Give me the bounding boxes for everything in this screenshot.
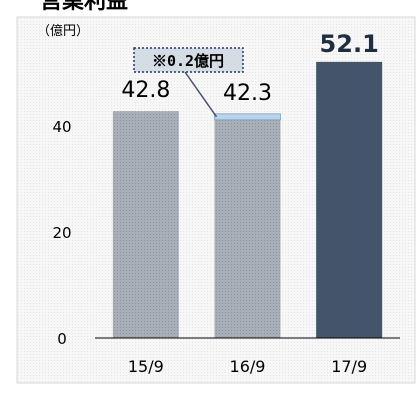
data-label: 42.3: [223, 81, 272, 106]
bar-15-9: [112, 111, 179, 338]
y-unit-label: （億円）: [37, 23, 89, 39]
y-tick-label: 0: [57, 330, 67, 348]
annotation-callout-text: ※0.2億円: [152, 52, 224, 70]
x-tick-label: 16/9: [230, 357, 266, 376]
bars-layer: [112, 61, 383, 339]
x-tick-label: 17/9: [331, 357, 367, 376]
data-label: 52.1: [320, 30, 379, 58]
labels-layer: 0 20 40 42.8 15/9 42.3 16/9 52.1 17/9: [52, 30, 378, 376]
chart-title: 営業利益: [40, 0, 128, 14]
y-tick-label: 20: [52, 224, 71, 242]
x-tick-label: 15/9: [128, 357, 164, 376]
annotation-callout-box: [133, 47, 244, 73]
annotation-segment: [214, 113, 281, 121]
bar-16-9: [214, 113, 281, 338]
callout-leader-line: [184, 71, 218, 118]
bar-17-9: [316, 61, 383, 339]
y-tick-label: 40: [52, 118, 71, 136]
data-label: 42.8: [121, 78, 170, 103]
